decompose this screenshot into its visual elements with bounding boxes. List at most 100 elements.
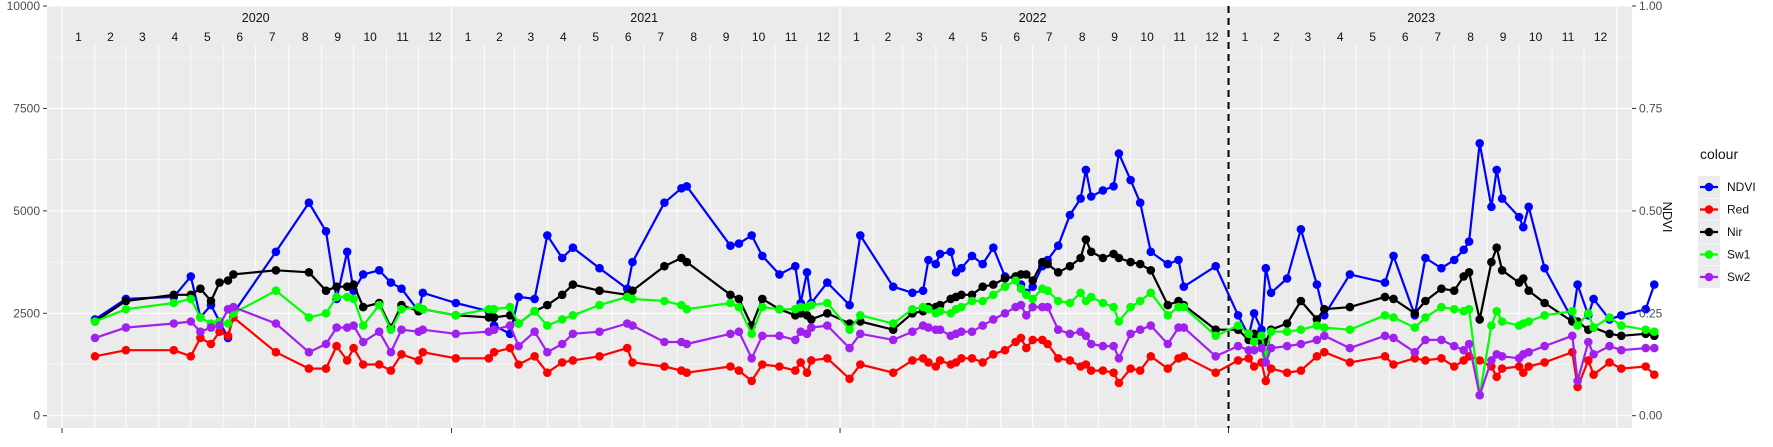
data-point xyxy=(918,286,928,296)
data-point xyxy=(1650,343,1659,353)
data-point xyxy=(1320,331,1329,341)
data-point xyxy=(856,360,865,369)
data-point xyxy=(1233,341,1243,351)
data-point xyxy=(1497,266,1507,275)
data-point xyxy=(1573,376,1582,386)
data-point xyxy=(418,325,428,335)
data-point xyxy=(1282,341,1292,351)
year-label: 2022 xyxy=(1019,11,1047,25)
data-point xyxy=(397,304,406,314)
data-point xyxy=(418,288,428,298)
data-point xyxy=(484,354,494,363)
data-point xyxy=(1065,261,1075,271)
data-point xyxy=(845,374,854,384)
data-point xyxy=(1605,358,1614,367)
data-point xyxy=(1449,304,1459,314)
data-point xyxy=(321,364,331,373)
data-point xyxy=(90,333,100,343)
month-label: 12 xyxy=(1205,30,1219,44)
data-point xyxy=(1584,337,1593,347)
data-point xyxy=(530,306,539,316)
data-point xyxy=(978,358,987,367)
data-point xyxy=(758,331,767,341)
month-label: 1 xyxy=(853,30,860,44)
data-point xyxy=(1524,347,1533,357)
data-point xyxy=(304,268,314,277)
month-label: 7 xyxy=(657,30,664,44)
month-label: 7 xyxy=(269,30,276,44)
data-point xyxy=(924,358,933,367)
data-point xyxy=(1437,354,1446,363)
data-point xyxy=(595,327,604,337)
data-point xyxy=(271,266,281,275)
data-point xyxy=(845,325,854,335)
data-point xyxy=(1312,335,1322,345)
data-point xyxy=(978,321,987,330)
data-point xyxy=(1312,315,1322,324)
data-point xyxy=(1076,288,1085,298)
data-point xyxy=(1568,331,1577,341)
data-point xyxy=(791,261,800,271)
data-point xyxy=(505,302,515,312)
data-point xyxy=(397,284,406,294)
data-point xyxy=(1492,306,1501,316)
data-point xyxy=(1650,280,1659,289)
data-point xyxy=(1437,302,1446,312)
data-point xyxy=(726,362,735,371)
data-point xyxy=(1249,337,1259,347)
y-left-tick-label: 2500 xyxy=(13,306,40,320)
data-point xyxy=(332,282,341,292)
data-point xyxy=(1135,366,1145,375)
data-point xyxy=(418,304,428,314)
right-axis-title: NDVI xyxy=(1660,201,1675,232)
data-point xyxy=(989,290,998,300)
data-point xyxy=(978,282,987,292)
data-point xyxy=(568,243,578,252)
data-point xyxy=(206,339,216,349)
data-point xyxy=(823,354,832,363)
data-point xyxy=(1410,309,1420,318)
data-point xyxy=(1584,356,1593,365)
y-left-tick-label: 10000 xyxy=(7,0,41,13)
data-point xyxy=(186,317,196,326)
data-point xyxy=(1126,302,1135,312)
data-point xyxy=(734,294,744,304)
month-label: 2 xyxy=(496,30,503,44)
data-point xyxy=(1249,309,1259,318)
data-point xyxy=(121,345,131,355)
data-point xyxy=(505,343,515,353)
data-point xyxy=(1296,339,1306,349)
data-point xyxy=(557,339,567,349)
data-point xyxy=(888,319,898,328)
data-point xyxy=(1617,321,1626,330)
legend-label: Sw1 xyxy=(1727,248,1751,262)
data-point xyxy=(796,358,805,367)
data-point xyxy=(489,313,499,322)
data-point xyxy=(451,329,461,339)
data-point xyxy=(342,356,352,365)
month-label: 3 xyxy=(139,30,146,44)
data-point xyxy=(271,247,281,257)
data-point xyxy=(1345,302,1355,312)
data-point xyxy=(321,339,331,349)
data-point xyxy=(349,280,358,289)
data-point xyxy=(1524,317,1533,326)
data-point xyxy=(660,362,669,371)
data-point xyxy=(1043,302,1052,312)
data-point xyxy=(1053,354,1063,363)
data-point xyxy=(791,366,800,375)
data-point xyxy=(888,368,898,378)
data-point xyxy=(374,266,384,275)
month-label: 3 xyxy=(1304,30,1311,44)
data-point xyxy=(1114,149,1124,158)
data-point xyxy=(1126,329,1135,339)
data-point xyxy=(1114,354,1124,363)
data-point xyxy=(726,241,735,250)
data-point xyxy=(1459,245,1468,255)
data-point xyxy=(967,354,977,363)
data-point xyxy=(1043,339,1052,349)
data-point xyxy=(628,358,637,367)
month-label: 10 xyxy=(363,30,377,44)
data-point xyxy=(802,329,812,339)
